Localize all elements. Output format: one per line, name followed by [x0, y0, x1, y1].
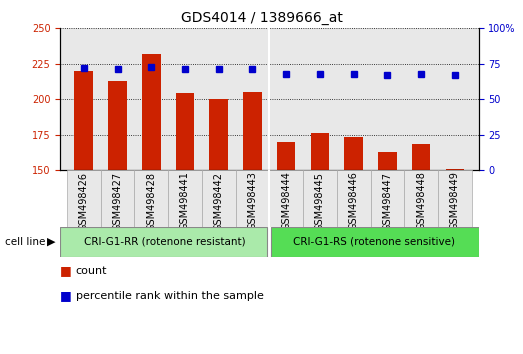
Bar	[271, 227, 479, 257]
Bar	[345, 137, 363, 170]
Bar	[202, 170, 235, 227]
Bar	[235, 170, 269, 227]
Bar	[209, 99, 228, 170]
Bar	[269, 170, 303, 227]
Bar	[142, 54, 161, 170]
Text: GSM498442: GSM498442	[214, 172, 224, 230]
Text: ▶: ▶	[47, 236, 55, 247]
Bar	[277, 142, 295, 170]
Bar	[176, 93, 194, 170]
Bar	[168, 170, 202, 227]
Text: ■: ■	[60, 264, 72, 277]
Bar	[404, 170, 438, 227]
Bar	[446, 169, 464, 170]
Text: GSM498448: GSM498448	[416, 172, 426, 230]
Bar	[108, 81, 127, 170]
Text: GDS4014 / 1389666_at: GDS4014 / 1389666_at	[180, 11, 343, 25]
Bar	[412, 144, 430, 170]
Bar	[134, 170, 168, 227]
Bar	[60, 227, 267, 257]
Text: CRI-G1-RR (rotenone resistant): CRI-G1-RR (rotenone resistant)	[84, 236, 246, 247]
Text: GSM498446: GSM498446	[349, 172, 359, 230]
Text: count: count	[76, 266, 107, 276]
Text: GSM498441: GSM498441	[180, 172, 190, 230]
Text: GSM498449: GSM498449	[450, 172, 460, 230]
Text: CRI-G1-RS (rotenone sensitive): CRI-G1-RS (rotenone sensitive)	[293, 236, 455, 247]
Text: cell line: cell line	[5, 236, 46, 247]
Bar	[378, 152, 397, 170]
Text: GSM498428: GSM498428	[146, 172, 156, 230]
Bar	[311, 133, 329, 170]
Text: GSM498445: GSM498445	[315, 172, 325, 230]
Bar	[371, 170, 404, 227]
Text: GSM498444: GSM498444	[281, 172, 291, 230]
Text: GSM498426: GSM498426	[79, 172, 89, 230]
Bar	[67, 170, 100, 227]
Bar	[243, 92, 262, 170]
Text: GSM498447: GSM498447	[382, 172, 392, 230]
Bar	[100, 170, 134, 227]
Text: GSM498427: GSM498427	[112, 172, 122, 231]
Text: ■: ■	[60, 289, 72, 302]
Text: GSM498443: GSM498443	[247, 172, 257, 230]
Bar	[74, 71, 93, 170]
Bar	[438, 170, 472, 227]
Bar	[303, 170, 337, 227]
Text: percentile rank within the sample: percentile rank within the sample	[76, 291, 264, 301]
Bar	[337, 170, 371, 227]
